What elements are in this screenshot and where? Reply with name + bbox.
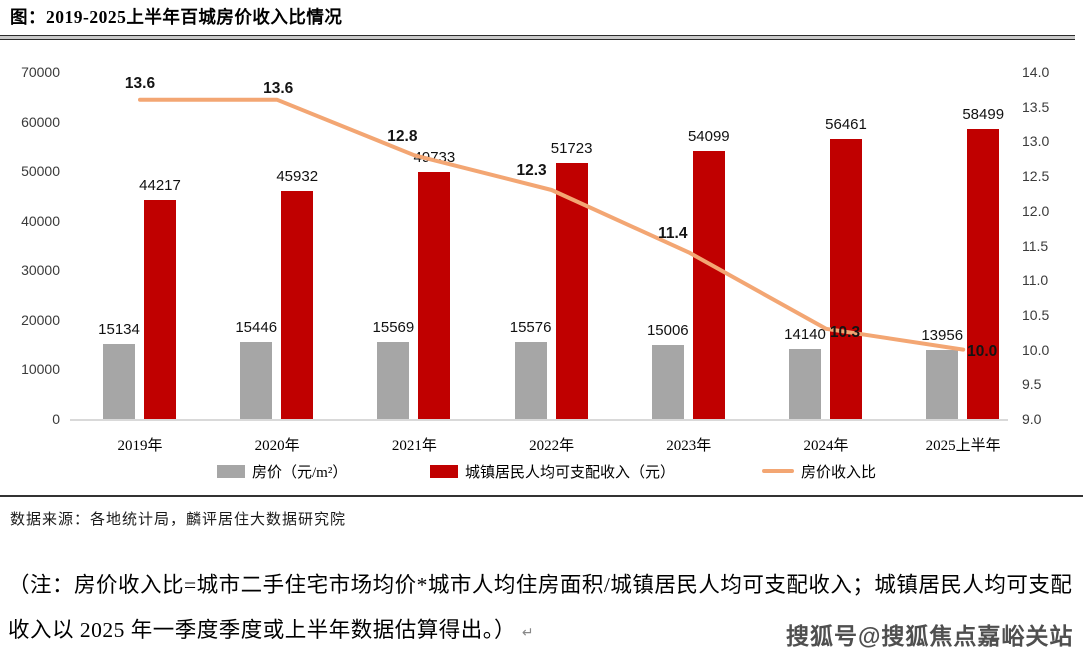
price-bar	[651, 344, 684, 419]
x-axis-category-label: 2025上半年	[925, 438, 1001, 454]
ratio-value-label: 13.6	[124, 74, 156, 92]
price-bar	[789, 348, 821, 419]
footnote-text: （注：房价收入比=城市二手住宅市场均价*城市人均住房面积/城镇居民人均可支配收入…	[8, 563, 1078, 655]
income-bar	[830, 139, 862, 419]
left-axis-tick-label: 20000	[21, 311, 60, 328]
x-axis-category-label: 2021年	[391, 438, 437, 454]
legend-item-income: 城镇居民人均可支配收入（元）	[430, 461, 675, 481]
income-bar-value-label: 49733	[413, 149, 456, 167]
right-axis-tick-label: 13.5	[1022, 98, 1050, 115]
ratio-value-label: 11.4	[658, 225, 688, 243]
price-bar	[377, 341, 410, 419]
right-axis-tick-label: 11.0	[1022, 272, 1049, 289]
left-axis-tick-label: 0	[52, 411, 60, 427]
chart-title: 图：2019-2025上半年百城房价收入比情况	[10, 7, 343, 27]
footnote-body: （注：房价收入比=城市二手住宅市场均价*城市人均住房面积/城镇居民人均可支配收入…	[8, 573, 1073, 642]
legend-label-ratio: 房价收入比	[801, 464, 877, 481]
ratio-value-label: 12.3	[516, 161, 547, 179]
price-bar	[103, 343, 135, 419]
right-axis-tick-label: 12.0	[1022, 202, 1050, 219]
ratio-value-label: 10.3	[829, 323, 861, 341]
price-bar-value-label: 15134	[98, 320, 140, 338]
right-axis-tick-label: 10.0	[1022, 341, 1050, 358]
income-bar-value-label: 45932	[276, 168, 319, 186]
x-axis-category-label: 2020年	[254, 438, 300, 454]
left-axis-tick-label: 40000	[21, 212, 60, 229]
left-axis-tick-label: 10000	[21, 361, 60, 378]
source-divider	[0, 495, 1083, 497]
right-axis-tick-label: 12.5	[1022, 168, 1050, 185]
legend-label-income: 城镇居民人均可支配收入（元）	[465, 464, 676, 481]
x-axis-line	[70, 419, 1008, 421]
legend-item-ratio: 房价收入比	[762, 461, 876, 481]
price-legend-swatch	[217, 464, 245, 478]
x-axis-category-label: 2022年	[529, 438, 575, 454]
right-axis-tick-label: 13.0	[1022, 133, 1050, 150]
income-bar	[144, 199, 176, 419]
price-bar	[240, 342, 273, 419]
right-axis-tick-label: 9.0	[1022, 411, 1042, 427]
income-bar-value-label: 56461	[825, 116, 867, 134]
x-axis-category-label: 2019年	[117, 438, 163, 454]
income-bar	[281, 191, 314, 419]
income-bar	[967, 129, 1000, 419]
left-axis-tick-label: 60000	[21, 113, 60, 130]
income-bar	[692, 150, 725, 419]
legend-label-price: 房价（元/m²）	[252, 464, 348, 481]
ratio-value-label: 12.8	[387, 128, 418, 146]
price-bar	[926, 349, 959, 419]
title-divider	[0, 35, 1075, 40]
x-axis-category-label: 2023年	[666, 438, 712, 454]
right-axis-tick-label: 14.0	[1022, 64, 1050, 80]
data-source-text: 数据来源：各地统计局，麟评居住大数据研究院	[10, 512, 347, 528]
income-bar-value-label: 44217	[139, 176, 181, 194]
left-axis-tick-label: 70000	[21, 64, 60, 80]
right-axis-tick-label: 9.5	[1022, 376, 1042, 393]
legend-item-price: 房价（元/m²）	[217, 461, 347, 481]
sohu-watermark: 搜狐号@搜狐焦点嘉峪关站	[786, 623, 1074, 649]
income-bar-value-label: 58499	[962, 106, 1005, 123]
ratio-legend-line-swatch	[762, 469, 794, 473]
income-bar-value-label: 54099	[687, 127, 730, 145]
paragraph-return-mark: ↵	[521, 626, 535, 641]
ratio-value-label: 10.0	[967, 342, 998, 360]
x-axis-category-label: 2024年	[803, 438, 849, 454]
income-bar	[418, 172, 451, 419]
left-axis-tick-label: 30000	[21, 262, 60, 279]
ratio-value-label: 13.6	[263, 79, 294, 97]
price-bar	[514, 341, 547, 419]
income-bar-value-label: 51723	[550, 139, 593, 157]
income-legend-swatch	[430, 464, 458, 478]
left-axis-tick-label: 50000	[21, 163, 60, 180]
right-axis-tick-label: 11.5	[1022, 237, 1049, 254]
income-bar	[555, 162, 588, 419]
right-axis-tick-label: 10.5	[1022, 306, 1050, 323]
